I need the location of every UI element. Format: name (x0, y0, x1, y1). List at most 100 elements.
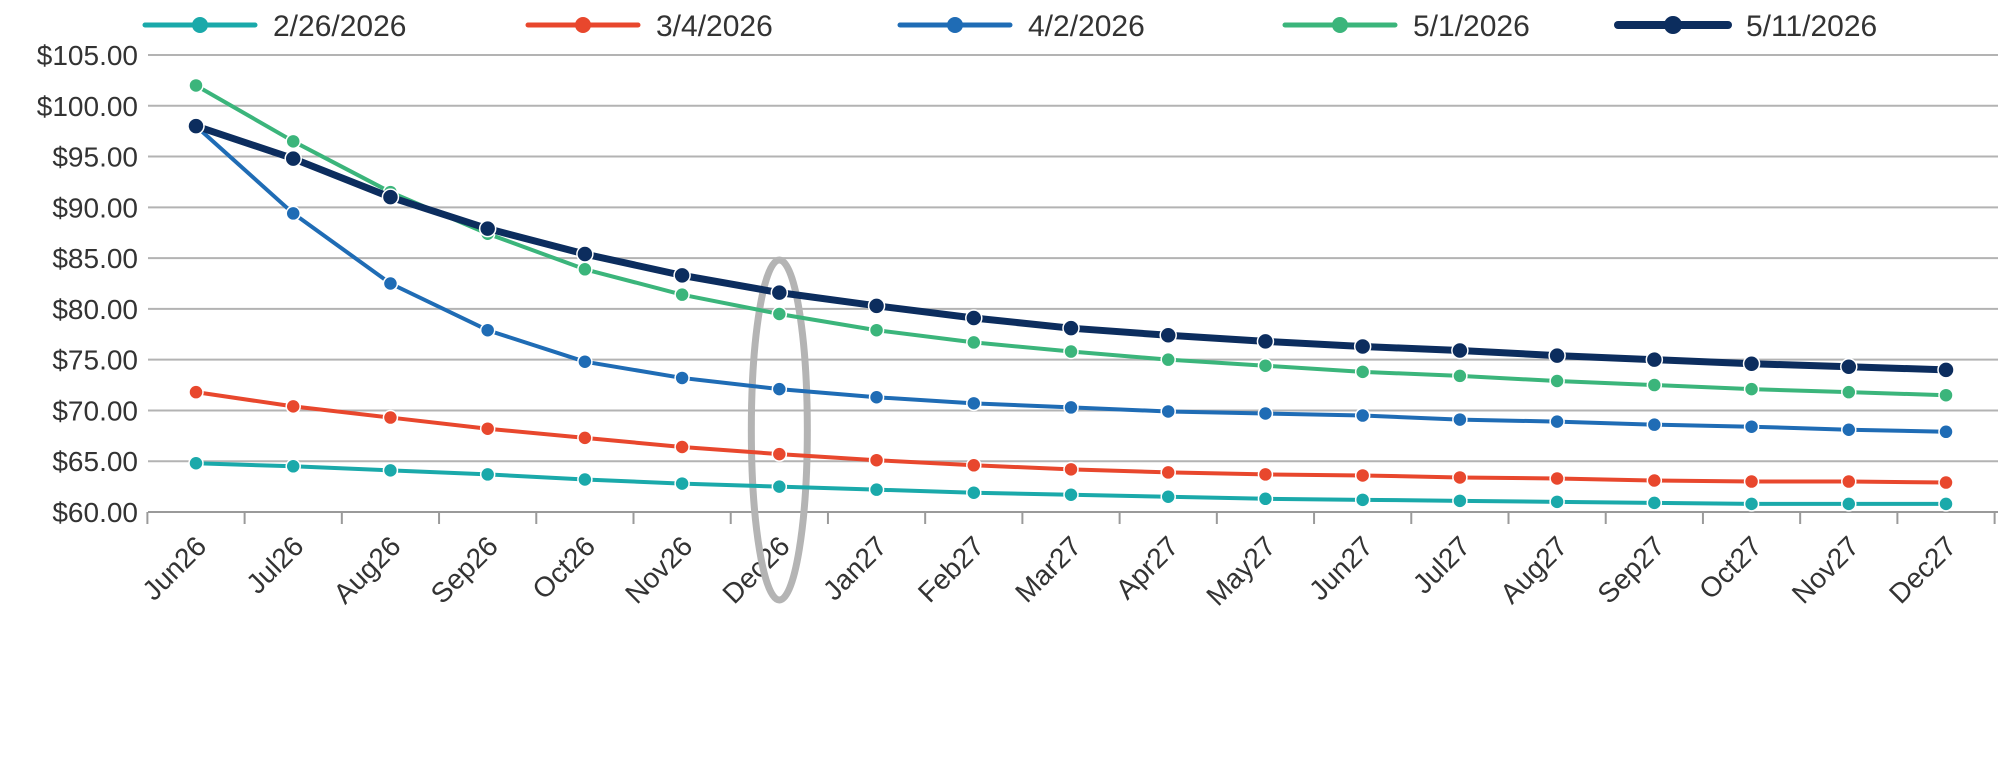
data-point (382, 462, 399, 479)
data-point (1938, 496, 1954, 512)
data-point (674, 286, 690, 303)
data-point (382, 275, 399, 292)
y-axis: $60.00 $65.00 $70.00 $75.00 $80.00 $85.00 $90.… (37, 40, 138, 528)
x-tick-label: Jun27 (1303, 530, 1379, 606)
data-point (1354, 467, 1371, 484)
y-tick-label: $90.00 (52, 192, 138, 223)
data-point (576, 245, 594, 263)
y-tick-label: $95.00 (52, 142, 138, 173)
data-point (478, 219, 497, 238)
data-point (966, 334, 982, 351)
data-point (868, 452, 885, 468)
y-tick-label: $65.00 (52, 446, 138, 477)
data-point (1257, 358, 1274, 374)
data-point (1452, 368, 1468, 384)
data-point (479, 322, 496, 338)
data-point (577, 353, 593, 370)
data-point (1743, 496, 1760, 512)
data-point (1549, 373, 1565, 389)
data-point (1742, 354, 1761, 373)
data-point (771, 478, 788, 495)
y-tick-label: $60.00 (52, 497, 138, 528)
data-point (674, 475, 690, 492)
x-tick-label: Aug27 (1494, 530, 1573, 609)
legend-label: 5/11/2026 (1746, 10, 1877, 43)
data-point (1743, 473, 1760, 490)
x-tick-label: Apr27 (1110, 530, 1185, 605)
data-point (1646, 472, 1663, 489)
y-tick-label: $85.00 (52, 243, 138, 274)
data-point (1646, 416, 1663, 433)
data-point (1549, 470, 1565, 487)
data-point (770, 283, 789, 302)
data-point (674, 439, 690, 455)
data-point (1354, 492, 1371, 508)
data-point (1451, 341, 1469, 360)
data-point (1257, 466, 1274, 483)
highlight-ellipse-layer (747, 256, 811, 604)
data-point (381, 188, 400, 206)
data-point (1063, 461, 1079, 478)
highlight-ellipse (747, 256, 811, 604)
data-point (966, 484, 982, 501)
data-point (1160, 403, 1176, 420)
legend-marker (947, 17, 963, 33)
data-point (1256, 332, 1275, 351)
data-point (187, 117, 205, 135)
data-point (1841, 473, 1857, 490)
data-point (188, 77, 204, 94)
legend-label: 4/2/2026 (1028, 10, 1145, 43)
series-layer (187, 77, 1955, 512)
data-point (285, 398, 301, 415)
data-point (1452, 493, 1468, 509)
data-point (1840, 358, 1858, 376)
gridlines (148, 54, 1998, 513)
x-tick-label: Sep27 (1591, 530, 1670, 609)
data-point (577, 261, 593, 278)
x-tick-label: Jan27 (817, 530, 893, 606)
x-tick-label: Mar27 (1009, 530, 1087, 608)
data-point (673, 266, 691, 285)
data-point (1646, 495, 1663, 511)
data-point (188, 384, 204, 400)
data-point (577, 430, 593, 446)
data-point (1937, 361, 1955, 379)
x-axis: Jun26 Jul26 Aug26 Sep26 Oct26 Nov26 Dec26 Jan27… (136, 512, 1996, 612)
data-point (1353, 337, 1372, 356)
data-point (1257, 405, 1274, 422)
data-point (771, 446, 788, 462)
data-point (1938, 387, 1954, 403)
data-point (479, 420, 496, 437)
data-point (1354, 407, 1371, 424)
x-tick-label: Nov26 (619, 530, 698, 609)
data-point (966, 457, 982, 474)
y-tick-label: $105.00 (37, 40, 138, 71)
data-point (966, 395, 982, 412)
legend-label: 5/1/2026 (1413, 10, 1530, 43)
data-point (1841, 384, 1857, 400)
data-point (1159, 326, 1177, 345)
x-tick-label: Sep26 (425, 530, 504, 609)
data-point (285, 133, 301, 150)
data-point (1063, 343, 1079, 360)
x-tick-label: Nov27 (1786, 530, 1865, 609)
legend-marker (575, 17, 591, 33)
legend-marker (1664, 16, 1682, 34)
y-tick-label: $75.00 (52, 345, 138, 376)
data-point (674, 370, 690, 386)
x-tick-label: Jun26 (136, 530, 212, 606)
legend-marker (192, 17, 208, 33)
data-point (1257, 491, 1274, 507)
y-tick-label: $70.00 (52, 395, 138, 426)
data-point (1645, 350, 1664, 369)
x-tick-label: Oct26 (526, 530, 601, 605)
data-point (285, 205, 301, 222)
data-point (771, 381, 788, 397)
data-point (1160, 351, 1176, 368)
data-point (868, 322, 885, 338)
y-tick-label: $100.00 (37, 91, 138, 122)
x-tick-label: Jul27 (1407, 530, 1476, 599)
data-point (1743, 418, 1760, 435)
legend-label: 2/26/2026 (273, 10, 406, 43)
data-point (1160, 464, 1176, 481)
